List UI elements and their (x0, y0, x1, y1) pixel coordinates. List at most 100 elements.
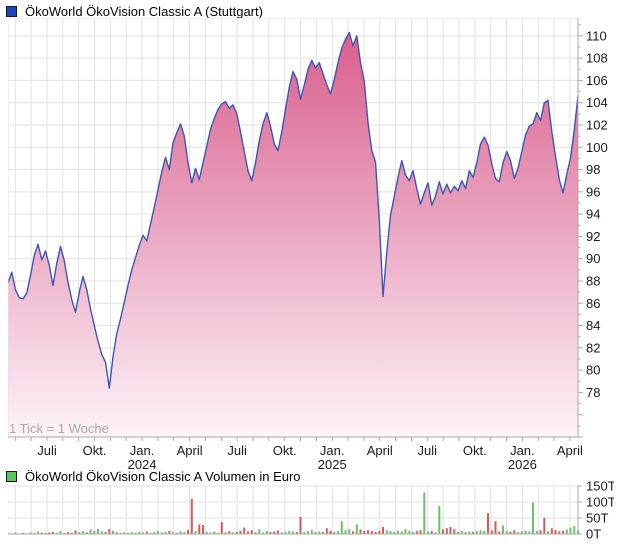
volume-bar (265, 531, 268, 534)
volume-bar (412, 532, 414, 534)
volume-bar (85, 532, 88, 534)
volume-bar (198, 524, 201, 534)
volume-bar (108, 529, 111, 534)
volume-bar (82, 531, 84, 534)
volume-bar (48, 532, 51, 534)
price-axis-label: 94 (586, 207, 600, 222)
volume-bar (367, 530, 369, 534)
volume-bar (172, 532, 174, 534)
volume-bar (52, 531, 54, 534)
volume-bar (250, 530, 253, 534)
volume-bar (164, 531, 167, 534)
volume-bar (337, 531, 339, 534)
volume-bar (539, 530, 542, 534)
volume-bar (565, 529, 568, 534)
volume-bar (404, 529, 407, 534)
volume-bar (397, 530, 399, 534)
volume-bar (149, 532, 152, 534)
volume-bar (340, 521, 343, 534)
volume-bar (382, 527, 384, 534)
volume-bar (205, 531, 208, 534)
volume-bar (284, 531, 287, 534)
volume-bar (333, 531, 336, 534)
volume-bar (427, 531, 429, 534)
volume-bar (378, 530, 381, 534)
price-area-fill (8, 32, 578, 437)
volume-bar (475, 530, 478, 534)
volume-bar (479, 530, 482, 534)
volume-bar (119, 532, 122, 534)
volume-bar (295, 532, 298, 534)
volume-bar (494, 521, 497, 534)
volume-bar (138, 531, 141, 534)
volume-bar (29, 532, 32, 534)
volume-bar (130, 532, 133, 534)
volume-bar (14, 532, 17, 534)
volume-bar (288, 530, 291, 534)
volume-bar (209, 532, 212, 534)
volume-bar (187, 530, 189, 534)
volume-series-legend-icon (6, 471, 17, 482)
price-axis-label: 108 (586, 51, 608, 66)
volume-bar (498, 531, 501, 534)
time-axis-label: Okt. (463, 443, 487, 458)
volume-bar (100, 531, 103, 534)
volume-bar (502, 525, 504, 534)
volume-bar (93, 530, 96, 534)
time-axis-year-label: 2026 (508, 457, 537, 472)
volume-bar (273, 531, 276, 534)
volume-bar (445, 528, 448, 534)
volume-bar (352, 531, 354, 534)
tick-interval-note: 1 Tick = 1 Woche (9, 421, 109, 436)
volume-bar (505, 530, 508, 534)
volume-bar (370, 531, 373, 534)
volume-bar (423, 492, 426, 534)
price-axis-label: 92 (586, 229, 600, 244)
volume-bar (160, 532, 163, 534)
volume-bar (168, 530, 171, 534)
volume-bar (408, 530, 411, 534)
volume-bar (299, 517, 302, 534)
price-axis-label: 106 (586, 73, 608, 88)
volume-bar (217, 532, 219, 534)
volume-bar (235, 531, 238, 534)
time-axis-label: Okt. (273, 443, 297, 458)
volume-bar (520, 531, 523, 534)
price-axis-label: 90 (586, 251, 600, 266)
volume-bar (97, 528, 99, 534)
volume-bar (194, 531, 197, 534)
price-chart[interactable]: 110 108 106 104 102 100 98 96 94 92 90 88 86 84 82 80 78… (8, 18, 614, 478)
price-line (8, 31, 579, 389)
volume-bar (322, 532, 324, 534)
volume-bar (277, 530, 279, 534)
time-axis-label: April (557, 443, 583, 458)
time-axis-year-label: 2025 (318, 457, 347, 472)
volume-bar (179, 531, 182, 534)
time-axis-label: Jan. (130, 443, 155, 458)
volume-bar (183, 532, 186, 534)
volume-bar (175, 532, 178, 534)
volume-bar (400, 531, 403, 534)
volume-bar (348, 529, 351, 534)
volume-bar (460, 531, 463, 534)
time-axis-label: Juli (227, 443, 247, 458)
volume-bar (490, 530, 493, 534)
volume-bar (78, 532, 81, 534)
volume-bar (258, 529, 261, 534)
time-axis-label: Jan. (510, 443, 535, 458)
volume-bar (453, 529, 456, 534)
volume-chart-title: ÖkoWorld ÖkoVision Classic A Volumen in … (25, 469, 301, 484)
volume-bar (438, 505, 441, 534)
volume-bar (573, 526, 576, 534)
volume-bar (389, 531, 392, 534)
volume-bar (547, 531, 549, 534)
time-axis-label: Juli (37, 443, 57, 458)
price-chart-title: ÖkoWorld ÖkoVision Classic A (Stuttgart) (25, 4, 263, 19)
price-axis-label: 100 (586, 140, 608, 155)
price-axis-label: 80 (586, 363, 600, 378)
volume-bar (513, 530, 516, 534)
volume-bar (517, 532, 519, 534)
volume-bar (55, 532, 58, 534)
price-axis-label: 96 (586, 184, 600, 199)
